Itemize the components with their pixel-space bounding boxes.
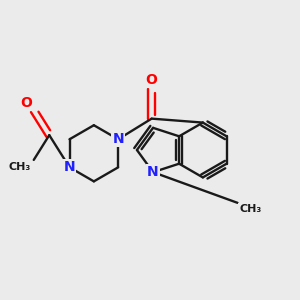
Text: O: O bbox=[20, 96, 32, 110]
Text: O: O bbox=[146, 73, 158, 87]
Text: N: N bbox=[112, 132, 124, 146]
Text: N: N bbox=[64, 160, 75, 174]
Text: N: N bbox=[147, 165, 159, 179]
Text: CH₃: CH₃ bbox=[9, 162, 31, 172]
Text: CH₃: CH₃ bbox=[239, 205, 261, 214]
